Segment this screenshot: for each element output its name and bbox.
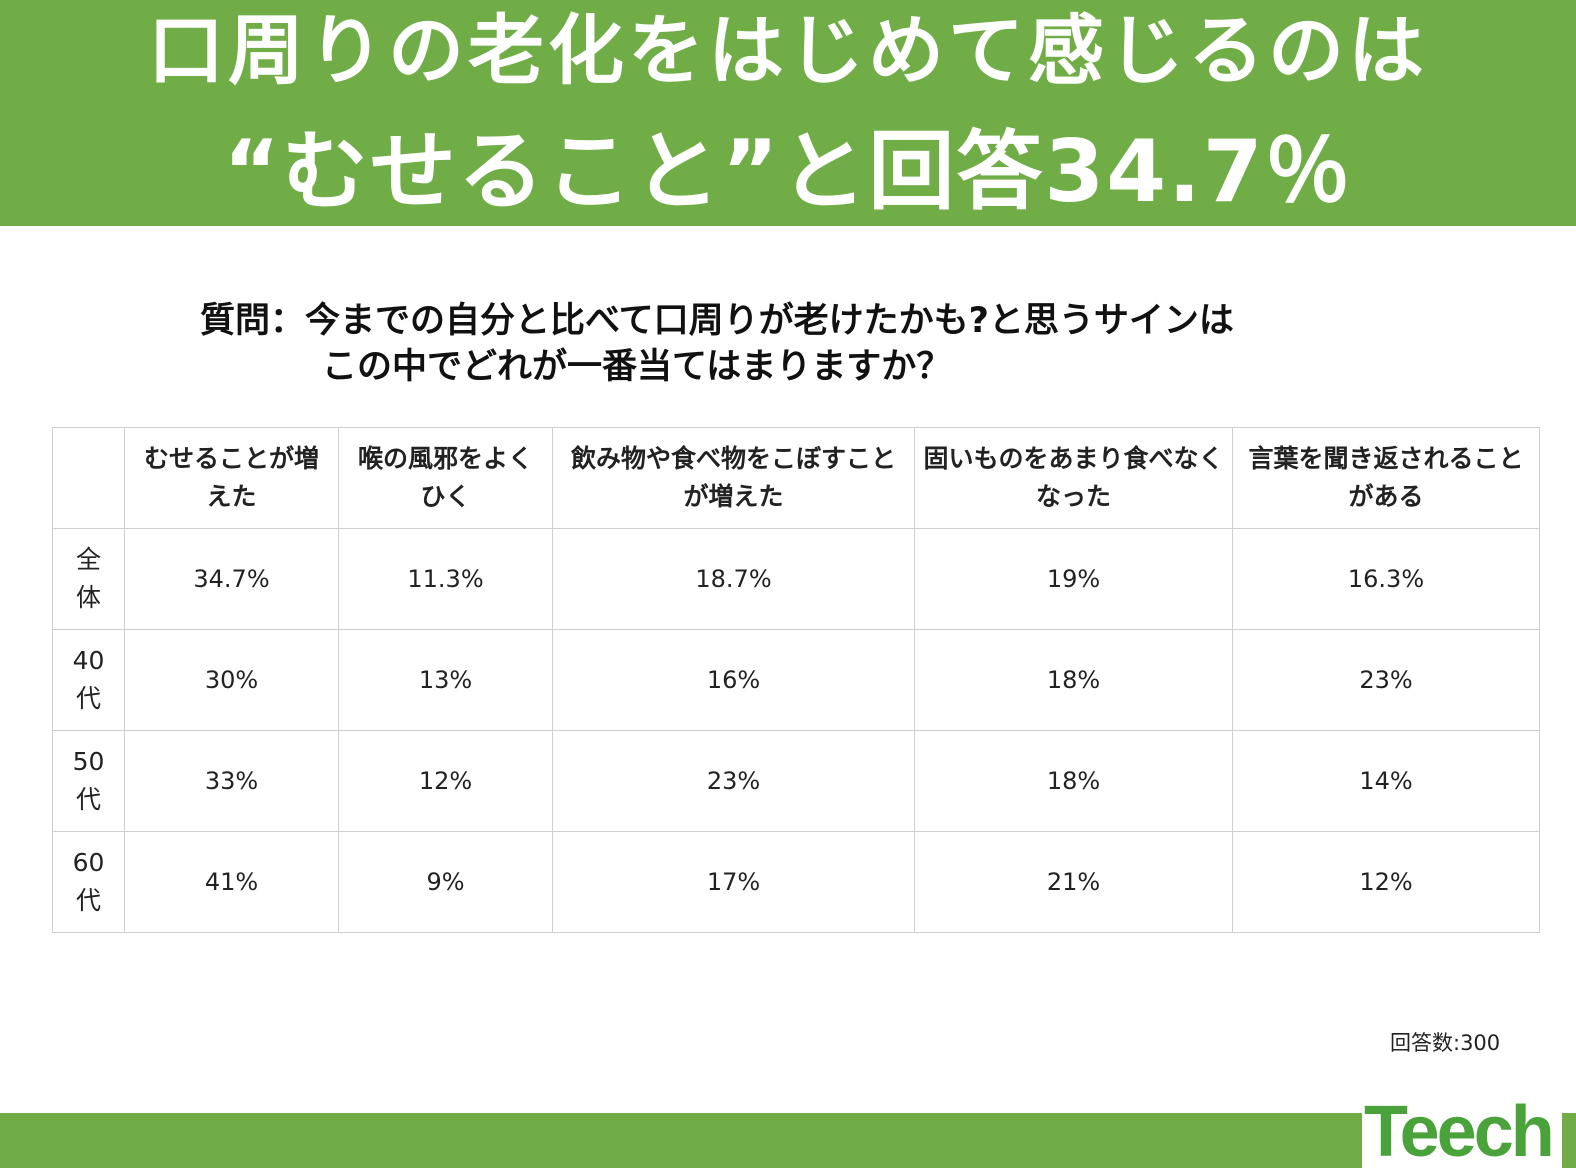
data-cell: 21%	[914, 831, 1233, 933]
column-header-label: 飲み物や食べ物をこぼすことが増えた	[570, 444, 896, 511]
row-label: 40代	[72, 646, 105, 713]
header-row: むせることが増えた 喉の風邪をよくひく 飲み物や食べ物をこぼすことが増えた 固い…	[52, 427, 1540, 529]
data-cell: 30%	[124, 629, 339, 731]
title-line-1: 口周りの老化をはじめて感じるのは	[148, 6, 1428, 95]
survey-question: 質問：今までの自分と比べて口周りが老けたかも?と思うサインは この中でどれが一番…	[200, 298, 1234, 390]
data-cell: 11.3%	[338, 528, 553, 630]
row-label-cell: 40代	[52, 629, 125, 731]
question-line-2: この中でどれが一番当てはまりますか？	[322, 347, 952, 387]
title-line-2: “むせること”と回答34.7％	[223, 122, 1353, 222]
column-header: 喉の風邪をよくひく	[338, 427, 553, 529]
data-cell: 23%	[552, 730, 915, 832]
data-cell: 12%	[1232, 831, 1540, 933]
data-cell: 41%	[124, 831, 339, 933]
logo-background	[1362, 1098, 1562, 1168]
column-header-label: むせることが増えた	[143, 444, 319, 511]
data-cell: 13%	[338, 629, 553, 731]
column-header: 固いものをあまり食べなくなった	[914, 427, 1233, 529]
question-line-1: 質問：今までの自分と比べて口周りが老けたかも?と思うサインは	[200, 301, 1234, 341]
table-row: 50代 33% 12% 23% 18% 14%	[52, 730, 1540, 832]
data-cell: 33%	[124, 730, 339, 832]
data-cell: 18%	[914, 730, 1233, 832]
column-header: むせることが増えた	[124, 427, 339, 529]
data-cell: 19%	[914, 528, 1233, 630]
row-label-cell: 50代	[52, 730, 125, 832]
column-header-label: 喉の風邪をよくひく	[357, 444, 533, 511]
column-header-label: 言葉を聞き返されることがある	[1248, 444, 1524, 511]
table-row: 全体 34.7% 11.3% 18.7% 19% 16.3%	[52, 528, 1540, 630]
data-cell: 9%	[338, 831, 553, 933]
brand-logo: Teech	[1364, 1092, 1555, 1172]
footer-bar	[0, 1113, 1576, 1168]
data-cell: 23%	[1232, 629, 1540, 731]
data-cell: 18%	[914, 629, 1233, 731]
table-row: 40代 30% 13% 16% 18% 23%	[52, 629, 1540, 731]
data-cell: 17%	[552, 831, 915, 933]
data-cell: 18.7%	[552, 528, 915, 630]
data-cell: 16.3%	[1232, 528, 1540, 630]
row-label: 60代	[72, 848, 105, 915]
data-cell: 14%	[1232, 730, 1540, 832]
corner-cell	[52, 427, 125, 529]
response-count: 回答数:300	[1390, 1031, 1501, 1055]
column-header: 飲み物や食べ物をこぼすことが増えた	[552, 427, 915, 529]
data-cell: 16%	[552, 629, 915, 731]
row-label-cell: 60代	[52, 831, 125, 933]
row-label: 50代	[72, 747, 105, 814]
row-label: 全体	[75, 545, 101, 612]
column-header: 言葉を聞き返されることがある	[1232, 427, 1540, 529]
table-row: 60代 41% 9% 17% 21% 12%	[52, 831, 1540, 933]
row-label-cell: 全体	[52, 528, 125, 630]
title-banner: 口周りの老化をはじめて感じるのは “むせること”と回答34.7％	[0, 0, 1576, 226]
column-header-label: 固いものをあまり食べなくなった	[923, 444, 1224, 511]
results-table: むせることが増えた 喉の風邪をよくひく 飲み物や食べ物をこぼすことが増えた 固い…	[52, 427, 1540, 933]
data-cell: 34.7%	[124, 528, 339, 630]
data-cell: 12%	[338, 730, 553, 832]
